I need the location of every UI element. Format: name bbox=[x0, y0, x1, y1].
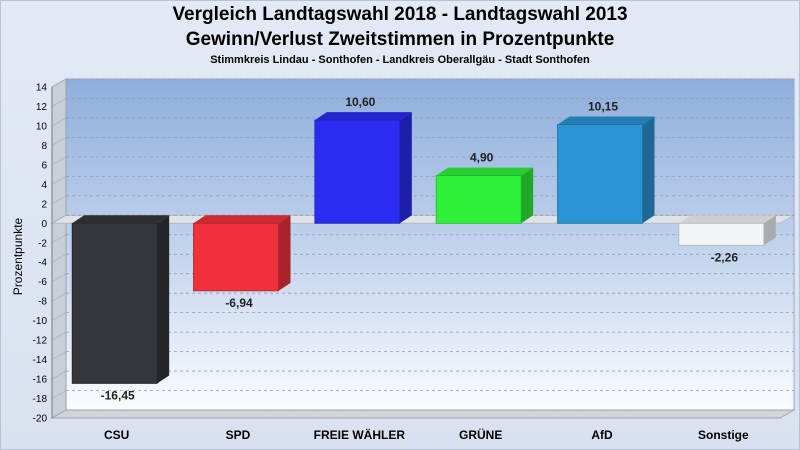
gridline-side bbox=[51, 215, 67, 224]
bar-top bbox=[557, 116, 655, 125]
gridline-side bbox=[51, 156, 67, 166]
chart-title: Vergleich Landtagswahl 2018 - Landtagswa… bbox=[172, 4, 628, 25]
bar-front bbox=[678, 222, 765, 246]
bar-top bbox=[193, 215, 291, 224]
y-tick-label: -18 bbox=[33, 394, 48, 405]
bar-top bbox=[314, 112, 412, 121]
bar-top bbox=[436, 167, 534, 176]
gridline-side bbox=[51, 292, 67, 302]
gridline-side bbox=[51, 409, 67, 419]
bar-gr-ne bbox=[435, 167, 534, 224]
x-category-label: Sonstige bbox=[698, 428, 749, 442]
bar-value-label: 10,15 bbox=[588, 99, 618, 113]
floor bbox=[50, 409, 796, 419]
gridline-side bbox=[51, 331, 67, 341]
gridline-side bbox=[51, 234, 67, 244]
y-tick-label: 10 bbox=[36, 121, 48, 132]
gridline-side bbox=[51, 195, 67, 205]
bar-front bbox=[557, 124, 643, 224]
x-category-label: GRÜNE bbox=[459, 427, 502, 442]
gridline-side bbox=[51, 137, 67, 146]
bar-afd bbox=[557, 116, 655, 224]
bar-front bbox=[435, 175, 522, 224]
gridline-side bbox=[51, 78, 67, 88]
gridline-side bbox=[51, 312, 67, 321]
y-tick-label: 2 bbox=[41, 199, 47, 210]
y-tick-label: -16 bbox=[33, 375, 48, 386]
bar-value-label: -6,94 bbox=[225, 296, 253, 310]
y-tick-label: -14 bbox=[33, 355, 48, 366]
y-tick-label: 14 bbox=[36, 83, 48, 94]
bar-top bbox=[678, 215, 776, 224]
y-tick-label: -12 bbox=[33, 336, 48, 347]
y-tick-label: -10 bbox=[33, 316, 48, 327]
gridline-side bbox=[51, 253, 67, 263]
x-category-label: CSU bbox=[104, 428, 129, 442]
bar-sonstige bbox=[678, 215, 776, 246]
bar-side bbox=[157, 215, 170, 384]
y-axis-label: Prozentpunkte bbox=[11, 217, 25, 295]
x-category-label: SPD bbox=[226, 428, 251, 442]
gridline-side bbox=[51, 351, 67, 360]
bar-front bbox=[193, 222, 279, 292]
bar-top bbox=[72, 215, 170, 224]
bar-value-label: 4,90 bbox=[470, 151, 494, 165]
side-wall bbox=[51, 78, 67, 419]
bar-value-label: 10,60 bbox=[345, 95, 375, 109]
x-category-label: FREIE WÄHLER bbox=[314, 427, 406, 442]
y-tick-label: 12 bbox=[36, 102, 48, 113]
gridline-side bbox=[51, 273, 67, 282]
chart-subtitle: Gewinn/Verlust Zweitstimmen in Prozentpu… bbox=[185, 29, 615, 50]
y-tick-label: 8 bbox=[41, 141, 47, 152]
bar-side bbox=[278, 215, 291, 291]
bar-spd bbox=[193, 215, 291, 292]
bar-value-label: -16,45 bbox=[101, 388, 135, 402]
gridline-side bbox=[51, 390, 67, 399]
y-tick-label: -4 bbox=[38, 258, 47, 269]
y-tick-label: -8 bbox=[38, 297, 47, 308]
y-tick-label: 6 bbox=[41, 160, 47, 171]
gridline-side bbox=[51, 98, 67, 107]
bar-side bbox=[763, 215, 776, 246]
bar-side bbox=[642, 116, 655, 224]
bar-front bbox=[314, 119, 401, 224]
bar-front bbox=[71, 222, 158, 384]
gridline-side bbox=[51, 117, 67, 127]
gridline-side bbox=[51, 370, 67, 380]
gridline-side bbox=[51, 176, 67, 185]
chart-region-subtitle: Stimmkreis Lindau - Sonthofen - Landkrei… bbox=[210, 54, 590, 66]
bar-side bbox=[399, 112, 412, 224]
y-tick-label: -20 bbox=[33, 414, 48, 425]
x-category-label: AfD bbox=[591, 428, 613, 442]
y-tick-label: -6 bbox=[38, 277, 47, 288]
bar-value-label: -2,26 bbox=[711, 250, 739, 264]
bar-freie-w-hler bbox=[314, 112, 412, 224]
y-tick-label: -2 bbox=[38, 238, 47, 249]
bar-side bbox=[521, 167, 534, 224]
y-tick-label: 0 bbox=[41, 219, 47, 230]
bar-csu bbox=[71, 215, 170, 384]
y-tick-label: 4 bbox=[41, 180, 47, 191]
